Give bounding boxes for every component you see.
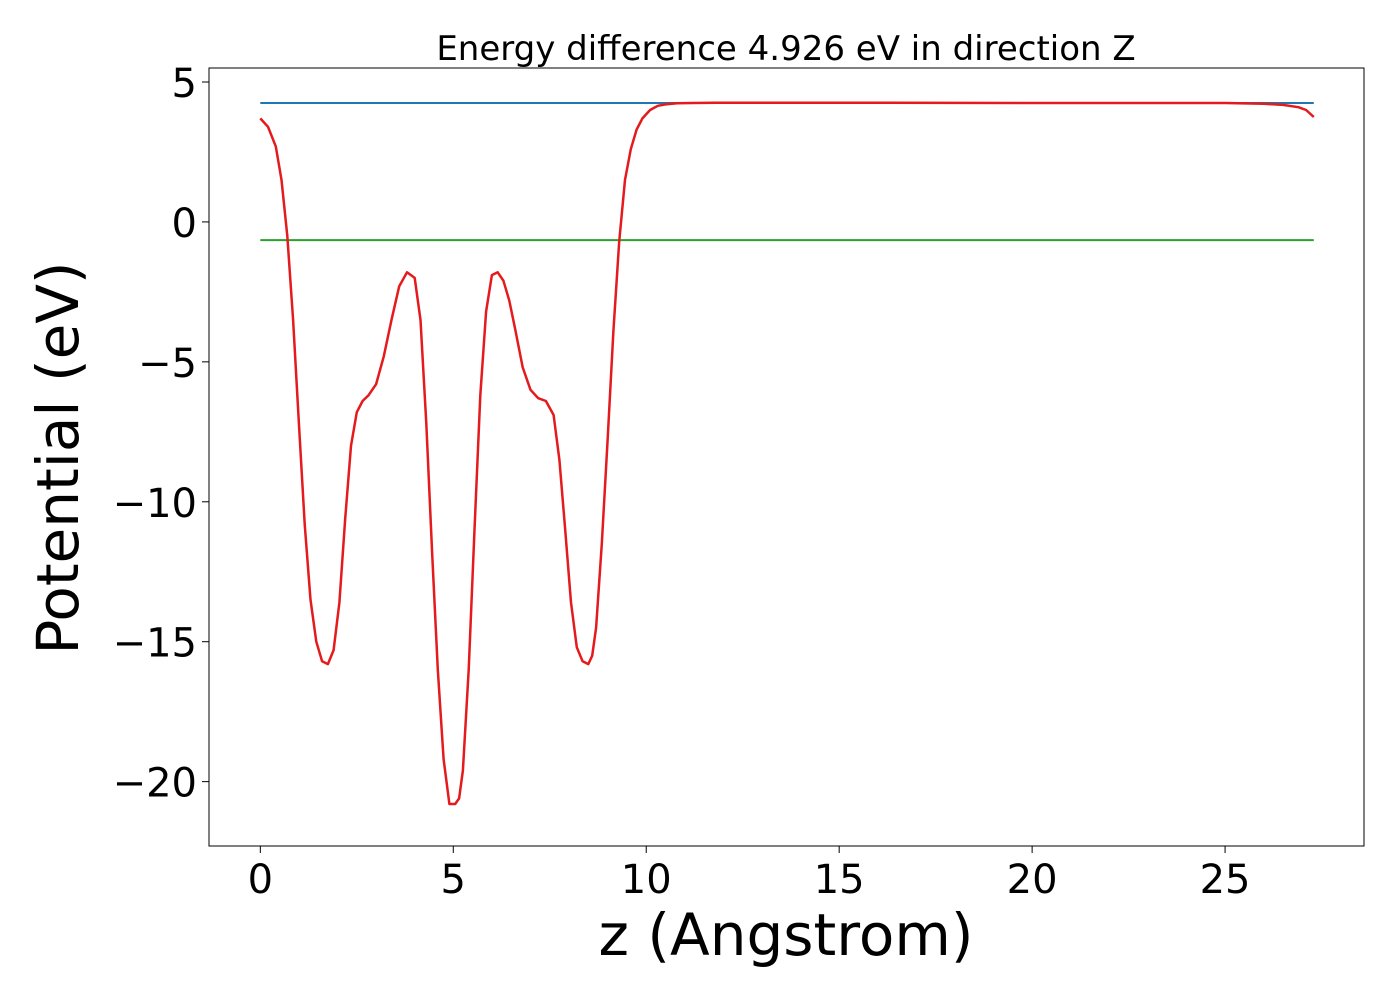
x-axis-label: z (Angstrom) bbox=[599, 901, 974, 969]
series-line-2 bbox=[259, 101, 1315, 806]
y-axis-label: Potential (eV) bbox=[24, 261, 92, 654]
x-tick-label: 5 bbox=[441, 857, 466, 903]
x-tick-label: 10 bbox=[621, 857, 672, 903]
y-tick-label: −20 bbox=[113, 761, 197, 807]
x-tick-label: 0 bbox=[248, 857, 273, 903]
axes-frame bbox=[208, 67, 1365, 847]
y-tick-label: −5 bbox=[138, 341, 197, 387]
y-tick-label: −10 bbox=[113, 481, 197, 527]
y-tick-label: 0 bbox=[172, 201, 197, 247]
y-axis-ticks: 5 0 −5 −10 −15 −20 bbox=[113, 61, 209, 807]
plot-lines bbox=[259, 101, 1315, 806]
x-tick-label: 25 bbox=[1200, 857, 1251, 903]
x-tick-label: 20 bbox=[1007, 857, 1058, 903]
x-axis-ticks: 0 5 10 15 20 25 bbox=[248, 846, 1251, 903]
y-tick-label: 5 bbox=[172, 61, 197, 107]
chart-title: Energy difference 4.926 eV in direction … bbox=[436, 29, 1135, 69]
y-tick-label: −15 bbox=[113, 621, 197, 667]
x-tick-label: 15 bbox=[814, 857, 865, 903]
